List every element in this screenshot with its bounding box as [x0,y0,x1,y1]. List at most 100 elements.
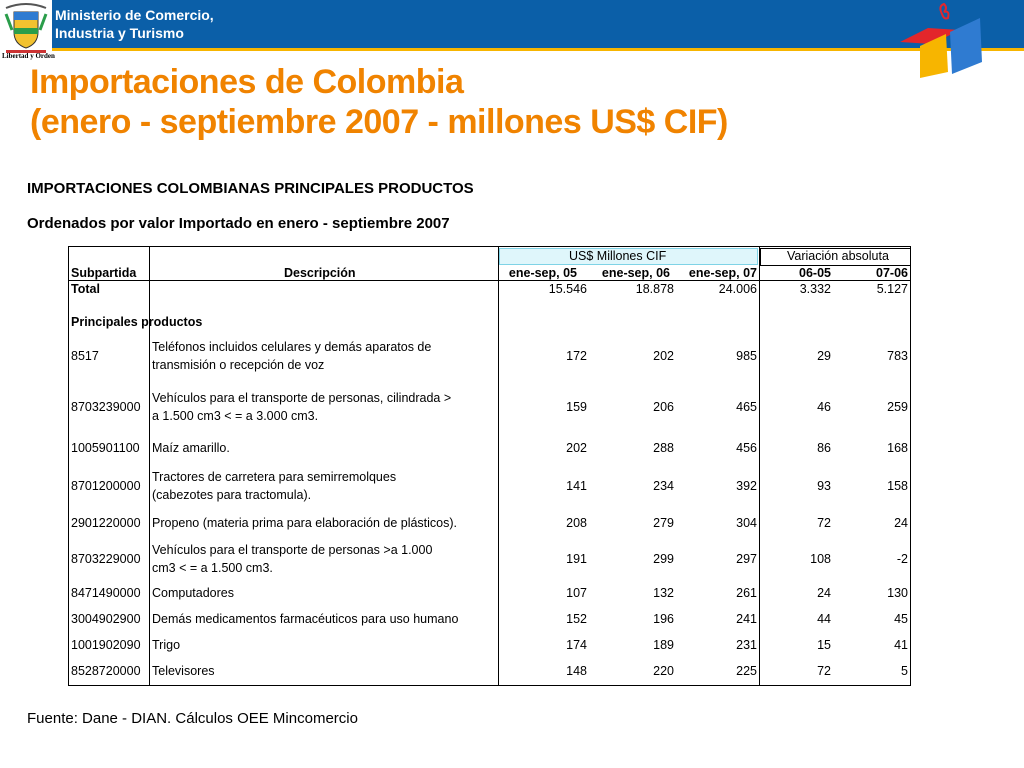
header-07-06: 07-06 [876,266,908,280]
row-value-d1: 24 [817,586,831,600]
row-value-d2: 41 [894,638,908,652]
row-value-v06: 202 [653,349,674,363]
row-value-d1: 86 [817,441,831,455]
row-value-d2: 168 [887,441,908,455]
row-value-v06: 299 [653,552,674,566]
row-value-d1: 72 [817,664,831,678]
row-value-v07: 231 [736,638,757,652]
row-description-line2: transmisión o recepción de voz [152,358,325,372]
row-value-v07: 241 [736,612,757,626]
row-description-line2: (cabezotes para tractomula). [152,488,312,502]
row-value-v07: 985 [736,349,757,363]
row-description-line1: Vehículos para el transporte de personas… [152,391,452,405]
row-description-line1: Vehículos para el transporte de personas… [152,543,433,557]
title-line1: Importaciones de Colombia [30,63,464,101]
row-value-d2: 259 [887,400,908,414]
header-var-label: Variación absoluta [787,249,889,263]
row-value-d2: 783 [887,349,908,363]
row-subpartida: 8528720000 [71,664,141,678]
row-value-v06: 189 [653,638,674,652]
header-06-05: 06-05 [799,266,831,280]
row-value-v07: 297 [736,552,757,566]
header-usd-label: US$ Millones CIF [569,249,667,263]
row-subpartida: 8471490000 [71,586,141,600]
ministry-line2: Industria y Turismo [55,25,184,41]
header-band [52,0,1024,48]
source-note: Fuente: Dane - DIAN. Cálculos OEE Mincom… [27,710,358,727]
row-description-line1: Televisores [152,664,215,678]
row-subpartida: 1005901100 [71,441,140,455]
row-description-line1: Computadores [152,586,234,600]
header-descripcion: Descripción [284,266,356,280]
row-value-v07: 225 [736,664,757,678]
row-value-v05: 208 [566,516,587,530]
row-value-v05: 202 [566,441,587,455]
header-stripe [52,48,1024,51]
row-description-line1: Trigo [152,638,181,652]
colombia-shield-icon [0,0,52,62]
shield-caption: Libertad y Orden [2,52,55,60]
ministry-line1: Ministerio de Comercio, [55,7,214,23]
row-value-v07: 304 [736,516,757,530]
col-divider [498,247,499,685]
row-subpartida: 1001902090 [71,638,141,652]
row-subpartida: 8703229000 [71,552,141,566]
ministry-logo-icon [900,2,982,78]
table-heading: IMPORTACIONES COLOMBIANAS PRINCIPALES PR… [27,180,474,197]
row-value-v06: 206 [653,400,674,414]
row-value-v07: 392 [736,479,757,493]
header-2005: ene-sep, 05 [508,266,577,280]
row-value-v06: 220 [653,664,674,678]
row-value-v05: 159 [566,400,587,414]
row-value-v06: 196 [653,612,674,626]
row-description-line1: Tractores de carretera para semirremolqu… [152,470,397,484]
section-label: Principales productos [71,315,203,329]
imports-table: US$ Millones CIF Variación absoluta Subp… [68,246,911,686]
row-subpartida: 8701200000 [71,479,141,493]
header-divider [69,280,910,281]
row-value-d2: 130 [887,586,908,600]
row-description-line1: Maíz amarillo. [152,441,230,455]
row-value-v07: 456 [736,441,757,455]
total-06-05: 3.332 [799,282,831,296]
row-value-d1: 93 [817,479,831,493]
row-value-v06: 288 [653,441,674,455]
row-value-d1: 15 [817,638,831,652]
variation-divider [759,265,910,266]
row-value-v05: 152 [566,612,587,626]
col-divider [149,247,150,685]
row-value-d2: 24 [894,516,908,530]
title-line2: (enero - septiembre 2007 - millones US$ … [30,103,728,141]
row-value-d2: 158 [887,479,908,493]
row-value-d1: 29 [817,349,831,363]
header-bar [0,0,1024,51]
row-value-v06: 234 [653,479,674,493]
row-subpartida: 8703239000 [71,400,141,414]
row-value-v05: 174 [566,638,587,652]
row-value-v05: 191 [566,552,587,566]
row-value-v07: 261 [736,586,757,600]
row-description-line1: Teléfonos incluidos celulares y demás ap… [152,340,432,354]
row-value-d2: 45 [894,612,908,626]
row-value-d1: 72 [817,516,831,530]
row-subpartida: 8517 [71,349,99,363]
row-value-d2: 5 [901,664,908,678]
total-label: Total [71,282,100,296]
total-07-06: 5.127 [876,282,908,296]
col-divider [759,247,760,685]
header-2006: ene-sep, 06 [601,266,670,280]
ministry-name: Ministerio de Comercio, Industria y Turi… [55,6,214,42]
row-value-v06: 279 [653,516,674,530]
row-value-d2: -2 [896,552,908,566]
row-subpartida: 2901220000 [71,516,141,530]
row-description-line2: cm3 < = a 1.500 cm3. [152,561,273,575]
row-description-line1: Demás medicamentos farmacéuticos para us… [152,612,459,626]
page-title: Importaciones de Colombia (enero - septi… [30,62,728,142]
header-2007: ene-sep, 07 [688,266,757,280]
row-subpartida: 3004902900 [71,612,141,626]
row-value-v06: 132 [653,586,674,600]
table-subheading: Ordenados por valor Importado en enero -… [27,215,450,232]
row-description-line1: Propeno (materia prima para elaboración … [152,516,458,530]
row-value-v05: 141 [566,479,587,493]
row-value-v05: 148 [566,664,587,678]
